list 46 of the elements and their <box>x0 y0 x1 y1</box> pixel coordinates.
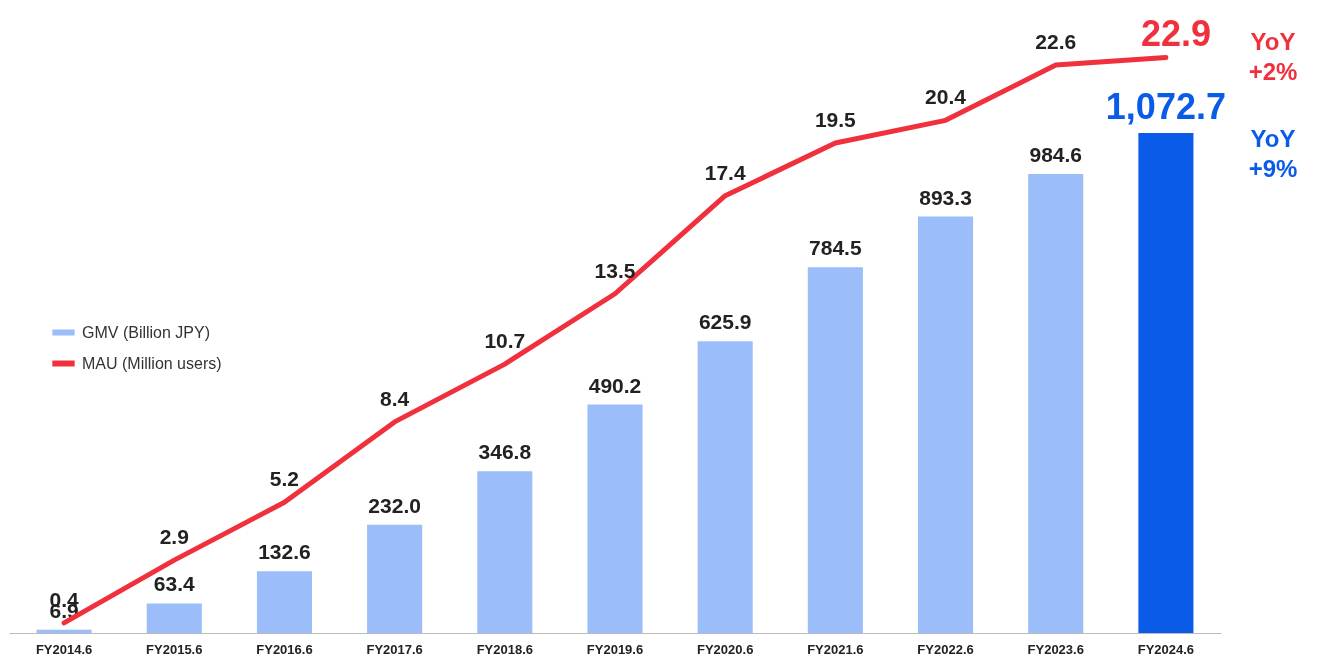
x-tick-label: FY2015.6 <box>146 641 203 657</box>
data-label: 132.6 <box>258 540 311 564</box>
x-tick-label: FY2021.6 <box>807 641 864 657</box>
data-label: 19.5 <box>814 107 857 131</box>
data-label: 22.6 <box>1035 30 1077 54</box>
data-label: 1,072.7 <box>1105 86 1226 127</box>
bar <box>367 524 423 633</box>
legend-label: MAU (Million users) <box>82 354 222 372</box>
x-tick-label: FY2023.6 <box>1027 641 1084 657</box>
data-label: 13.5 <box>594 258 636 282</box>
data-label: 8.4 <box>380 386 410 410</box>
x-tick-label: FY2016.6 <box>256 641 313 657</box>
bar <box>36 629 92 633</box>
data-label: 784.5 <box>809 236 862 260</box>
data-label: 625.9 <box>698 310 752 334</box>
data-label: 346.8 <box>478 440 532 464</box>
x-tick-label: FY2019.6 <box>586 641 644 657</box>
bar <box>256 571 312 633</box>
x-tick-label: FY2024.6 <box>1137 641 1195 657</box>
data-label: 893.3 <box>919 185 972 209</box>
x-tick-label: FY2014.6 <box>35 641 93 657</box>
bar <box>587 404 643 633</box>
data-label: 2.9 <box>159 525 189 549</box>
data-label: 63.4 <box>153 572 196 596</box>
bar <box>807 267 863 633</box>
x-tick-label: FY2018.6 <box>476 641 534 657</box>
text: YoY +9% <box>1248 125 1298 182</box>
data-label: 232.0 <box>368 493 421 517</box>
data-label: 10.7 <box>484 329 526 353</box>
bar <box>918 216 974 633</box>
bar <box>1138 133 1194 633</box>
bar <box>146 603 202 633</box>
x-tick-label: FY2017.6 <box>366 641 423 657</box>
bar <box>697 341 753 633</box>
data-label: 490.2 <box>588 373 642 397</box>
legend-label: GMV (Billion JPY) <box>82 323 211 341</box>
data-label: 5.2 <box>269 467 300 491</box>
x-tick-label: FY2022.6 <box>917 641 974 657</box>
bar <box>477 471 533 633</box>
x-tick-label: FY2020.6 <box>696 641 754 657</box>
data-label: 17.4 <box>704 160 746 184</box>
data-label: 20.4 <box>925 85 967 109</box>
text: YoY +2% <box>1248 28 1298 85</box>
data-label: 984.6 <box>1029 143 1083 167</box>
bar <box>1028 174 1084 633</box>
data-label: 22.9 <box>1140 12 1211 54</box>
